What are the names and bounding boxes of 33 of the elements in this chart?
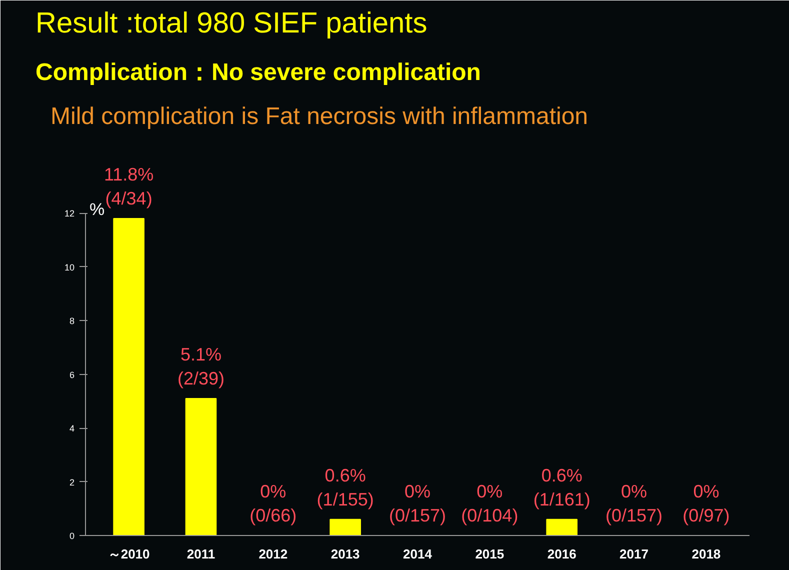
x-tick-label: 2011: [186, 546, 216, 562]
y-tick-label: 8: [69, 316, 75, 326]
chart-title: Result :total 980 SIEF patients: [36, 8, 428, 40]
x-tick-label: 2013: [330, 546, 360, 562]
y-tick-label: 2: [69, 477, 75, 488]
data-label: 0.6% (1/161): [533, 465, 590, 510]
data-label: 5.1% (2/39): [177, 344, 224, 388]
text: Mild complication is Fat necrosis with inflammation: [50, 103, 588, 130]
x-tick-label: 2012: [258, 546, 288, 562]
chart-subtitle: Complication：No severe complication: [36, 59, 481, 86]
y-axis-title: %: [90, 200, 105, 220]
data-label: 11.8% (4/34): [104, 164, 154, 208]
y-tick-label: 10: [64, 262, 75, 272]
data-label: 0.6% (1/155): [316, 465, 374, 510]
x-tick-label: 2016: [547, 546, 576, 562]
bar: [330, 518, 361, 536]
data-label: 0% (0/97): [682, 482, 730, 526]
x-tick-label: 2015: [475, 546, 504, 562]
y-tick-label: 4: [69, 424, 75, 434]
y-tick-label: 6: [69, 370, 75, 380]
data-label: 0% (0/157): [606, 482, 663, 526]
x-tick-label: 2014: [403, 546, 433, 562]
bar: [185, 398, 217, 536]
bar: [113, 218, 144, 536]
data-label: 0% (0/104): [461, 482, 518, 526]
x-tick-label: 2018: [692, 546, 721, 562]
x-tick-label: 2017: [620, 546, 648, 562]
bar: [546, 518, 578, 536]
data-label: 0% (0/66): [250, 482, 297, 526]
x-tick-label: ～2010: [108, 546, 150, 562]
y-tick-label: 12: [64, 208, 75, 219]
data-label: 0% (0/157): [388, 482, 446, 526]
y-tick-label: 0: [69, 531, 75, 541]
